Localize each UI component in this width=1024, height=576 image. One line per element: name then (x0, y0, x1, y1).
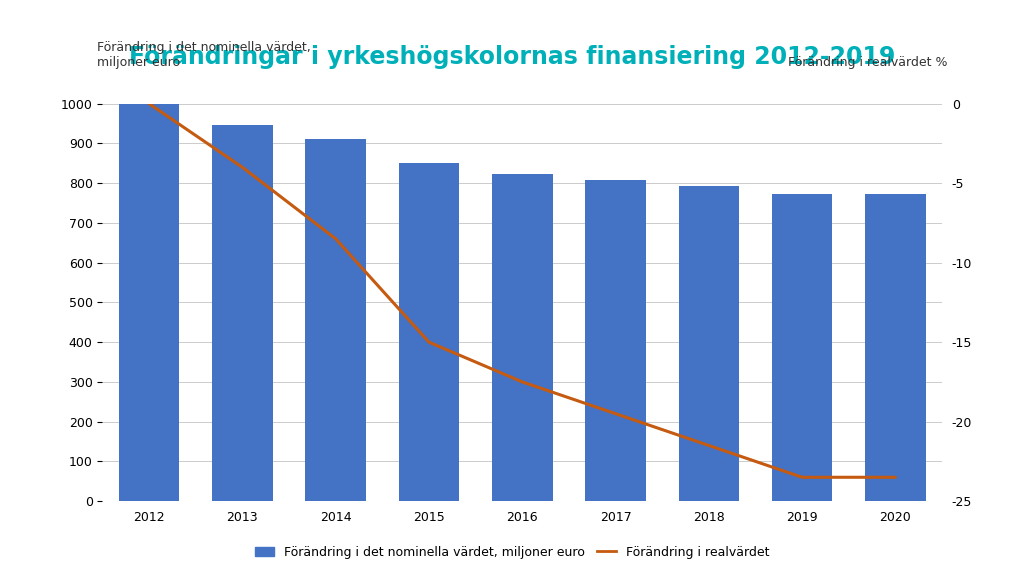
Bar (679, 186, 739, 501)
Bar (212, 125, 272, 501)
Bar (865, 194, 926, 501)
Legend: Förändring i det nominella värdet, miljoner euro, Förändring i realvärdet: Förändring i det nominella värdet, miljo… (250, 541, 774, 564)
Bar (398, 162, 459, 501)
Text: Förändring i det nominella värdet,
miljoner euro: Förändring i det nominella värdet, miljo… (97, 41, 311, 69)
Text: Förändringar i yrkeshögskolornas finansiering 2012-2019: Förändringar i yrkeshögskolornas finansi… (129, 45, 895, 69)
Bar (492, 175, 553, 501)
Bar (586, 180, 646, 501)
Text: Förändring i realvärdet %: Förändring i realvärdet % (787, 56, 947, 69)
Bar (305, 139, 366, 501)
Bar (119, 104, 179, 501)
Bar (772, 194, 833, 501)
